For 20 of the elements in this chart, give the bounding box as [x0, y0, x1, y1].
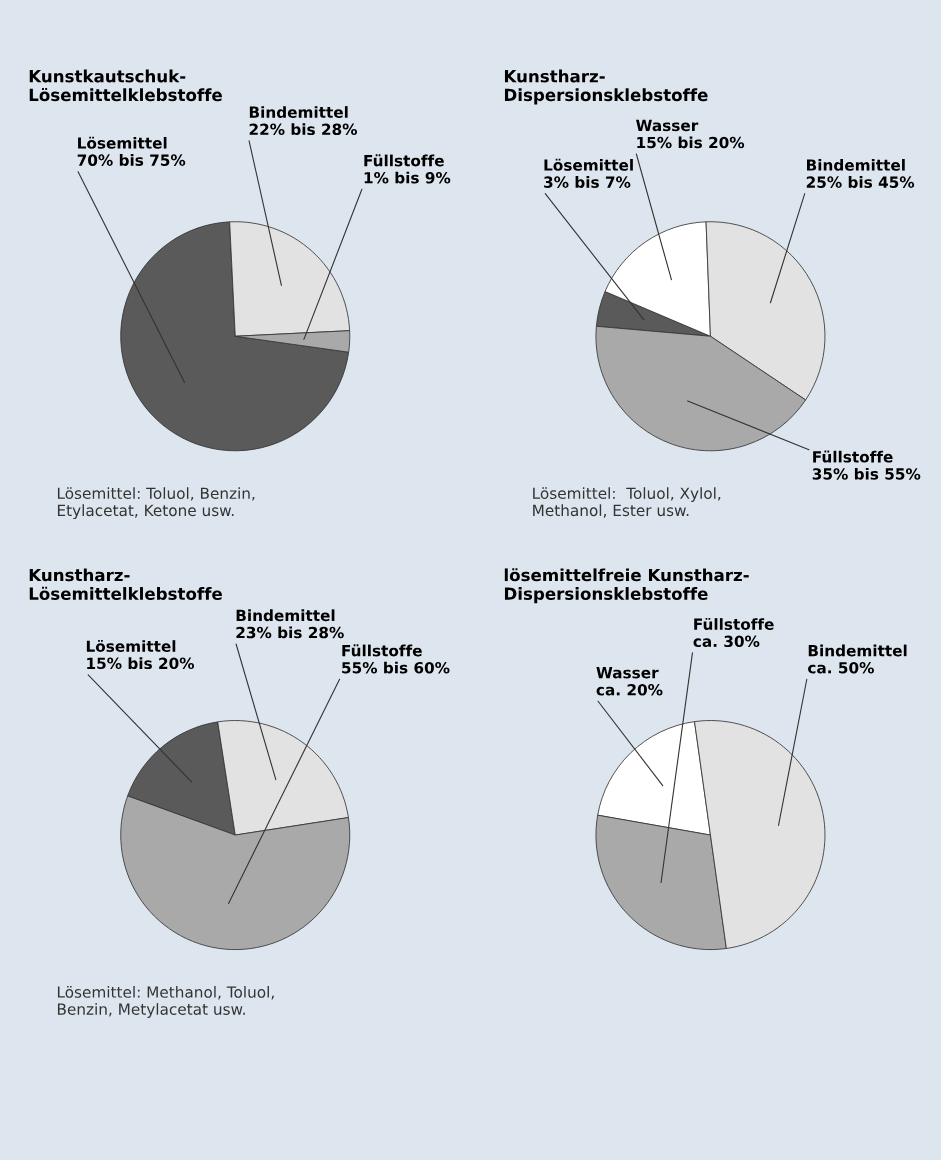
slice-label: Bindemittel ca. 50%: [808, 644, 907, 674]
slice-label: Lösemittel 70% bis 75%: [77, 136, 186, 166]
slice-label: Füllstoffe 1% bis 9%: [364, 154, 451, 184]
slice-label: Wasser 15% bis 20%: [636, 119, 745, 149]
chart-title: Kunstkautschuk- Lösemittelklebstoffe: [29, 69, 222, 102]
slice-label: Bindemittel 25% bis 45%: [806, 158, 915, 188]
slice-label: Füllstoffe 35% bis 55%: [812, 450, 921, 480]
slice-label: Lösemittel 15% bis 20%: [86, 639, 195, 670]
slice-label: Füllstoffe ca. 30%: [693, 617, 774, 648]
chart-title: lösemittelfreie Kunstharz- Dispersionsklebstoffe: [504, 568, 749, 604]
chart-title: Kunstharz- Lösemittelklebstoffe: [29, 568, 222, 600]
slice-label: Lösemittel 3% bis 7%: [544, 158, 633, 188]
text: Lösemittel: Toluol, Xylol, Methanol, Ester usw.: [533, 487, 721, 518]
slice-label: Bindemittel 23% bis 28%: [236, 609, 344, 639]
text: Lösemittel: Methanol, Toluol, Benzin, Metylacetat usw.: [57, 986, 274, 1018]
slice-label: Füllstoffe 55% bis 60%: [342, 644, 450, 674]
chart-title: Kunstharz- Dispersionsklebstoffe: [504, 69, 708, 105]
text: Lösemittel: Toluol, Benzin, Etylacetat, Ketone usw.: [57, 487, 255, 520]
slice-label: Bindemittel 22% bis 28%: [249, 106, 358, 136]
slice-label: Wasser ca. 20%: [596, 667, 663, 696]
